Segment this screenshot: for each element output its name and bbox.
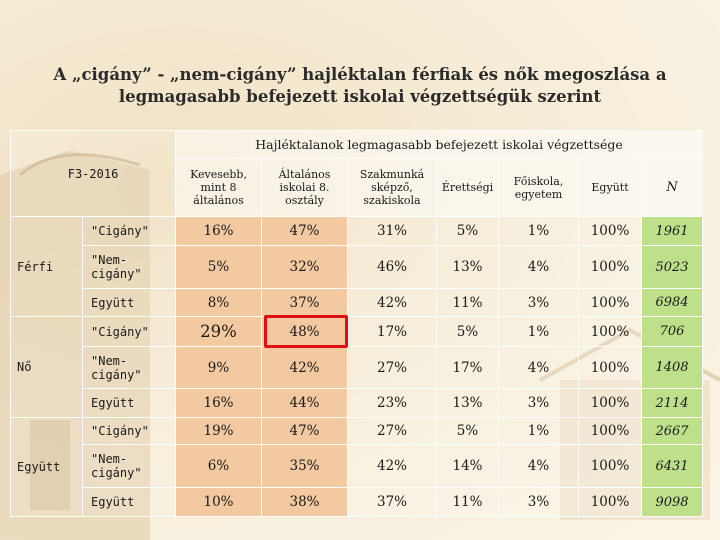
cell: 13% [436,245,500,289]
cell: 5% [436,216,500,246]
cell: 6% [175,444,263,488]
cell: 100% [578,216,643,246]
row-label: "Nem-cigány" [81,444,177,488]
cell: 9% [175,346,263,389]
cell-n: 2667 [641,417,704,445]
cell: 1% [498,417,580,445]
cell-n: 6984 [641,288,704,317]
cell: 17% [347,316,438,347]
col-header-matura: Érettségi [436,158,500,217]
highlight-annotation-box [264,315,348,348]
cell: 13% [436,388,500,418]
cell: 3% [498,388,580,418]
table-row: Együtt 10% 38% 37% 11% 3% 100% 9098 [11,487,704,517]
title-line-2: legmagasabb befejezett iskolai végzettsé… [118,87,602,106]
cell: 3% [498,487,580,517]
cell: 27% [347,346,438,389]
cell: 46% [347,245,438,289]
cell: 42% [261,346,349,389]
table-row: "Nem-cigány" 9% 42% 27% 17% 4% 100% 1408 [11,346,704,389]
table-row: Együtt 16% 44% 23% 13% 3% 100% 2114 [11,388,704,418]
cell: 100% [578,444,643,488]
cell: 37% [347,487,438,517]
cell: 11% [436,487,500,517]
cell: 19% [175,417,263,445]
cell: 1% [498,316,580,347]
table-row: Együtt 8% 37% 42% 11% 3% 100% 6984 [11,288,704,317]
title-line-1: A „cigány” - „nem-cigány” hajléktalan fé… [53,65,667,84]
cell: 35% [261,444,349,488]
group-label-no: Nő [10,316,83,418]
row-label: "Cigány" [81,417,177,445]
cell: 16% [175,216,263,246]
table-corner-label: F3-2016 [9,130,177,217]
cell: 1% [498,216,580,246]
table-row: Nő "Cigány" 29% 48% 17% 5% 1% 100% 706 [10,316,704,418]
cell: 38% [261,487,349,517]
table-row: Férfi "Cigány" 16% 47% 31% 5% 1% 100% 19… [10,216,704,317]
table-super-header: Hajléktalanok legmagasabb befejezett isk… [175,130,704,159]
cell: 100% [578,487,643,517]
page-title: A „cigány” - „nem-cigány” hajléktalan fé… [40,64,680,108]
cell: 5% [436,316,500,347]
table-row: Együtt "Cigány" 19% 47% 27% 5% 1% 100% 2… [10,417,704,517]
table-row: "Nem-cigány" 6% 35% 42% 14% 4% 100% 6431 [11,444,704,488]
cell-n: 6431 [641,444,704,488]
cell: 44% [261,388,349,418]
cell: 100% [578,288,643,317]
cell: 10% [175,487,263,517]
cell-n: 1408 [641,346,704,389]
col-header-less-than-8: Kevesebb, mint 8 általános [175,158,263,217]
cell-n: 706 [641,316,704,347]
cell: 23% [347,388,438,418]
row-label: "Cigány" [81,216,177,246]
cell: 17% [436,346,500,389]
cell: 5% [175,245,263,289]
education-table: F3-2016 Hajléktalanok legmagasabb befeje… [9,130,704,517]
col-header-college: Főiskola, egyetem [498,158,580,217]
table-row: "Nem-cigány" 5% 32% 46% 13% 4% 100% 5023 [11,245,704,289]
cell: 100% [578,316,643,347]
col-header-n: N [641,158,704,217]
cell: 100% [578,388,643,418]
cell: 100% [578,245,643,289]
cell-n: 5023 [641,245,704,289]
cell: 32% [261,245,349,289]
cell: 4% [498,444,580,488]
cell: 100% [578,417,643,445]
cell: 14% [436,444,500,488]
cell: 5% [436,417,500,445]
cell: 42% [347,444,438,488]
row-label: Együtt [81,288,177,317]
cell-n: 2114 [641,388,704,418]
row-label: "Cigány" [81,316,177,347]
cell: 29% [175,316,263,347]
cell: 31% [347,216,438,246]
cell: 4% [498,346,580,389]
cell: 8% [175,288,263,317]
cell: 3% [498,288,580,317]
group-label-ferfi: Férfi [10,216,83,317]
cell: 27% [347,417,438,445]
row-label: Együtt [81,487,177,517]
row-label: "Nem-cigány" [81,346,177,389]
row-label: Együtt [81,388,177,418]
group-label-egyutt: Együtt [10,417,83,517]
col-header-vocational: Szakmunká sképző, szakiskola [347,158,438,217]
cell: 47% [261,417,349,445]
cell: 16% [175,388,263,418]
cell: 4% [498,245,580,289]
cell: 37% [261,288,349,317]
cell-n: 1961 [641,216,704,246]
col-header-primary-8: Általános iskolai 8. osztály [261,158,349,217]
cell: 47% [261,216,349,246]
row-label: "Nem-cigány" [81,245,177,289]
cell: 100% [578,346,643,389]
cell-n: 9098 [641,487,704,517]
col-header-total: Együtt [578,158,643,217]
cell: 11% [436,288,500,317]
cell: 42% [347,288,438,317]
